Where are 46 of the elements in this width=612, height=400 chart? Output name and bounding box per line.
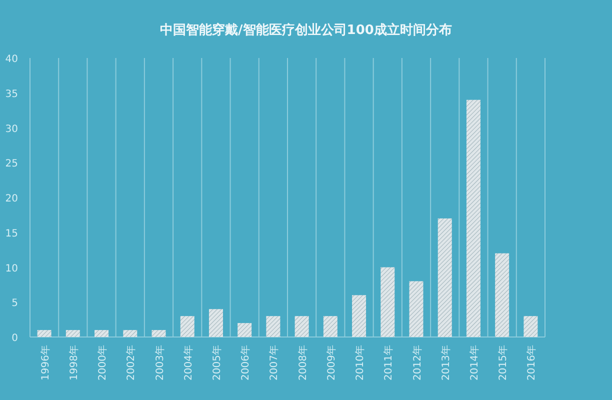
bar [323,316,338,337]
y-tick-label: 30 [5,124,18,135]
bar [524,316,538,337]
bar [409,281,424,337]
x-tick-label: 2007年 [268,345,280,380]
x-tick-label: 1998年 [68,345,80,380]
x-tick-label: 2014年 [468,345,480,380]
x-tick-label: 2010年 [354,345,366,380]
bar [352,295,366,337]
x-tick-label: 2000年 [96,345,109,380]
chart-title: 中国智能穿戴/智能医疗创业公司100成立时间分布 [160,22,452,38]
y-tick-label: 40 [5,54,18,65]
bar [152,330,166,337]
bar [180,316,194,337]
y-tick-label: 15 [5,228,18,240]
x-tick-label: 2006年 [240,345,252,380]
bar [466,100,480,337]
y-tick-label: 20 [5,194,18,204]
bar [123,330,138,337]
x-tick-label: 2002年 [125,345,138,380]
x-tick-label: 2009年 [325,345,338,380]
bar [266,316,280,337]
bar [380,267,395,337]
x-tick-label: 1996年 [39,345,52,380]
y-tick-label: 10 [5,263,18,274]
x-tick-label: 2005年 [210,345,223,380]
bar [66,330,80,337]
bar [438,218,452,337]
y-tick-label: 0 [12,333,18,344]
y-tick-label: 35 [5,88,18,100]
bar [495,253,510,337]
x-tick-label: 2016年 [526,345,538,380]
bar [94,330,109,337]
x-tick-label: 2004年 [182,345,194,380]
x-tick-label: 2003年 [154,345,166,380]
y-tick-label: 5 [12,298,18,310]
x-tick-label: 2013年 [440,345,452,380]
bar [208,309,223,337]
x-tick-label: 2015年 [497,345,510,380]
bar [37,330,52,337]
bar [238,323,252,337]
x-tick-label: 2011年 [382,345,395,380]
x-tick-label: 2012年 [411,345,424,380]
bar [294,316,309,337]
y-tick-label: 25 [5,158,18,170]
x-tick-label: 2008年 [296,345,309,380]
